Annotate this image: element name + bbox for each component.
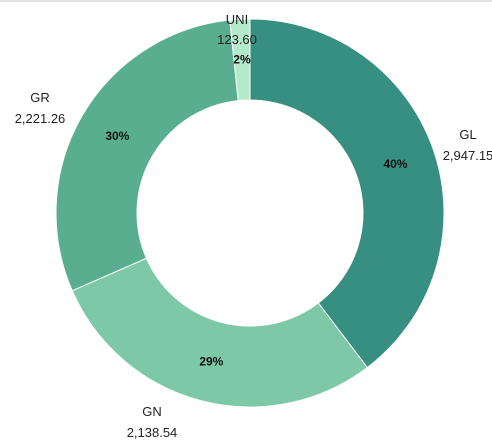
top-divider bbox=[0, 0, 492, 2]
slice-gn-percent: 29% bbox=[199, 355, 223, 369]
slice-uni-value: 123.60 bbox=[217, 32, 257, 47]
slice-gn-label: GN bbox=[142, 404, 162, 419]
slice-gn-value: 2,138.54 bbox=[127, 425, 178, 440]
slice-gr[interactable] bbox=[55, 19, 239, 292]
slice-gl-label: GL bbox=[459, 127, 476, 142]
slice-uni-percent: 2% bbox=[233, 53, 251, 67]
slice-gr-percent: 30% bbox=[105, 129, 129, 143]
slice-gl-value: 2,947.15 bbox=[443, 148, 492, 163]
slice-gr-value: 2,221.26 bbox=[15, 111, 66, 126]
slice-uni-label: UNI bbox=[226, 12, 248, 27]
slice-gl-percent: 40% bbox=[383, 157, 407, 171]
slice-gn[interactable] bbox=[71, 257, 369, 408]
slice-gl[interactable] bbox=[249, 18, 445, 369]
slice-gr-label: GR bbox=[30, 90, 50, 105]
slice-uni[interactable] bbox=[229, 18, 251, 102]
